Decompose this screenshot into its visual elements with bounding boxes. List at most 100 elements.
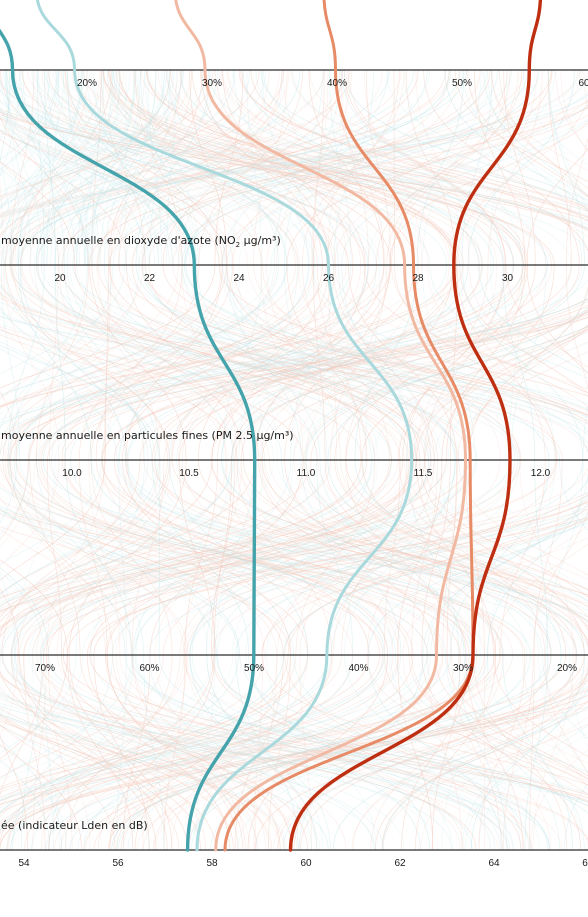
background-curve (166, 69, 177, 266)
tick-label: 40% (348, 663, 368, 674)
tick-label: 22 (144, 273, 156, 284)
background-curve (14, 69, 588, 792)
background-curve (0, 94, 588, 851)
background-curve (92, 69, 159, 266)
axis-title-2: moyenne annuelle en particules fines (PM… (1, 429, 294, 442)
background-curve (0, 118, 150, 266)
background-curve (0, 99, 588, 851)
background-curve (0, 69, 329, 851)
background-curve (0, 69, 13, 142)
background-curve (0, 69, 556, 851)
background-curve (62, 69, 159, 266)
tick-label: 30 (502, 273, 514, 284)
background-curve (0, 117, 588, 777)
background-curve (140, 69, 186, 266)
background-curve (72, 69, 588, 851)
background-curve (144, 69, 197, 266)
background-curve (6, 69, 588, 851)
tick-label: 30% (202, 78, 222, 89)
background-curve (222, 69, 588, 739)
background-curve (47, 69, 588, 851)
background-curve (64, 69, 588, 851)
background-curve (0, 69, 588, 850)
background-curve (87, 69, 136, 266)
background-curve (0, 118, 588, 748)
background-curve (0, 124, 574, 851)
background-curve (131, 69, 588, 851)
series-line-1 (35, 0, 414, 852)
background-curve (0, 69, 525, 813)
background-curve (39, 69, 588, 803)
background-curve (61, 69, 588, 786)
background-curve (7, 69, 588, 814)
background-curve (0, 69, 244, 760)
background-curve (33, 69, 572, 851)
tick-label: 12.0 (531, 468, 551, 479)
background-curve (107, 69, 588, 851)
background-curve (117, 69, 157, 266)
tick-label: 10.5 (179, 468, 199, 479)
background-curve (0, 69, 188, 851)
background-curve (4, 69, 78, 266)
background-curve (0, 69, 452, 851)
tick-label: 60 (578, 78, 588, 89)
background-curve (14, 69, 375, 851)
background-curve (231, 69, 588, 851)
background-curve (0, 69, 114, 256)
background-curve (10, 69, 563, 851)
background-curve (7, 69, 347, 851)
tick-label: 56 (112, 858, 124, 869)
background-curve (0, 69, 375, 676)
tick-label: 30% (453, 663, 473, 674)
tick-label: 6 (582, 858, 588, 869)
background-curve (0, 69, 51, 178)
background-curve (13, 69, 549, 851)
background-curve (0, 69, 579, 851)
background-curve (65, 69, 450, 851)
background-curve (17, 69, 83, 266)
background-curve (0, 69, 588, 797)
background-curve (0, 69, 588, 775)
background-curve (0, 69, 494, 851)
background-curve (0, 69, 468, 801)
background-curve (0, 69, 588, 814)
background-curve (84, 69, 105, 266)
background-curve (14, 69, 588, 764)
background-curve (0, 88, 588, 851)
background-curve (0, 69, 463, 851)
background-curve (0, 107, 191, 266)
background-curve (69, 69, 588, 851)
background-curve (152, 99, 588, 851)
background-curve (0, 69, 588, 851)
background-curve (0, 69, 173, 210)
background-curve (9, 69, 85, 266)
tick-label: 50% (244, 663, 264, 674)
background-curve (99, 69, 141, 266)
background-curve (0, 91, 588, 754)
background-curve (43, 69, 104, 266)
background-curve (7, 69, 481, 851)
series-line-4 (288, 0, 543, 852)
background-curve (42, 69, 588, 618)
background-curve (19, 69, 362, 851)
background-curve (83, 69, 165, 266)
background-curve (0, 73, 588, 851)
background-curve (132, 69, 304, 851)
highlighted-series (0, 0, 543, 852)
background-curve (0, 69, 588, 851)
series-line-2 (174, 0, 468, 852)
background-curve (89, 69, 136, 266)
background-curve (0, 69, 588, 832)
background-curve (0, 69, 379, 801)
background-curve (0, 100, 588, 851)
background-curve (127, 69, 583, 851)
background-curve (0, 156, 13, 266)
background-curve (49, 69, 431, 851)
background-curve (341, 69, 548, 851)
background-curve (0, 111, 555, 851)
background-curve (6, 69, 43, 266)
background-curve (0, 69, 581, 851)
background-curve (11, 69, 588, 851)
background-curve (67, 69, 195, 266)
